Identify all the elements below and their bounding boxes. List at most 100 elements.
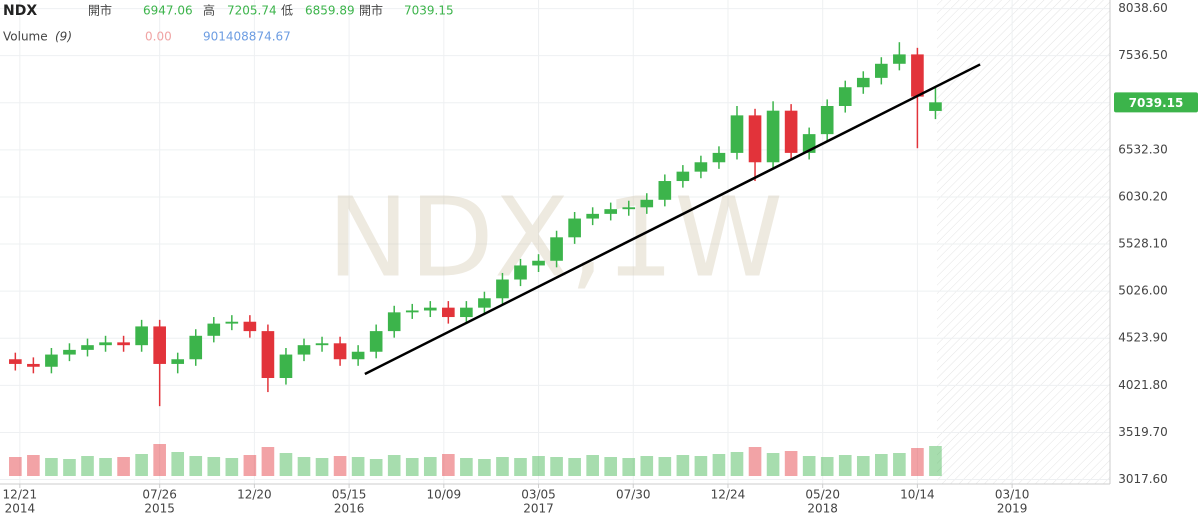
price-badge (1114, 92, 1198, 113)
candle-body (748, 115, 762, 163)
candle-body (604, 209, 618, 214)
candle-body (315, 343, 329, 346)
candle-body (9, 359, 22, 364)
volume-bar (261, 447, 275, 476)
volume-bar (856, 456, 870, 476)
x-tick-label: 07/26 (142, 488, 177, 502)
candle-body (460, 307, 473, 318)
volume-bar (405, 458, 419, 476)
volume-bar (478, 459, 491, 476)
candle-body (496, 279, 509, 299)
volume-bar (99, 458, 112, 476)
volume-bar (586, 455, 599, 476)
ohlc-value: 6859.89 (305, 4, 355, 18)
volume-bar (45, 458, 58, 476)
candle-body (225, 321, 239, 324)
candle-body (640, 199, 654, 208)
x-tick-label: 03/05 (521, 488, 556, 502)
candle-body (189, 335, 203, 360)
volume-bar (333, 456, 347, 476)
volume-bar (658, 457, 672, 476)
volume-bar (189, 456, 203, 476)
trendline (364, 63, 981, 376)
overlay (364, 63, 981, 376)
volume-readout: 0.00 (145, 30, 172, 44)
volume-bar (766, 453, 780, 476)
candle-body (820, 105, 834, 135)
volume-bar (748, 447, 762, 476)
volume-bar (387, 455, 401, 476)
volume-bar (604, 457, 618, 476)
candle-body (297, 345, 311, 355)
candle-body (207, 323, 221, 336)
candle-body (45, 354, 58, 367)
volume-bar (171, 452, 185, 476)
volume-bar (929, 446, 942, 476)
candle-body (405, 310, 419, 313)
volume-bar (911, 448, 924, 476)
candle-body (171, 359, 185, 364)
volume-pane (9, 444, 942, 476)
x-tick-sublabel: 2014 (5, 502, 36, 516)
candle-body (387, 312, 401, 332)
x-tick-label: 12/21 (3, 488, 38, 502)
volume-bar (63, 459, 76, 476)
candle-body (586, 213, 599, 219)
volume-bar (279, 453, 293, 476)
volume-bar (297, 457, 311, 476)
volume-bar (712, 454, 726, 476)
volume-bar (550, 457, 563, 476)
volume-bar (784, 451, 798, 476)
candle-body (676, 171, 690, 182)
candle-body (153, 326, 166, 364)
x-tick-label: 10/09 (427, 488, 462, 502)
x-tick-label: 10/14 (900, 488, 935, 502)
volume-bar (622, 458, 636, 476)
candle-body (81, 345, 94, 350)
y-tick-label: 3017.60 (1118, 472, 1168, 486)
candle-body (333, 343, 347, 360)
volume-bar (243, 455, 257, 476)
volume-bar (460, 458, 473, 476)
volume-bar (893, 453, 906, 476)
volume-bar (315, 458, 329, 476)
price-badge-label: 7039.15 (1129, 96, 1184, 110)
x-tick-label: 07/30 (616, 488, 651, 502)
candle-body (442, 307, 455, 318)
y-tick-label: 6532.30 (1118, 142, 1168, 156)
future-area (937, 0, 1110, 484)
candle-body (838, 87, 852, 106)
volume-bar (225, 458, 239, 476)
volume-bar (81, 456, 94, 476)
watermark: NDX,1W (327, 173, 783, 301)
candle-body (550, 237, 563, 261)
ohlc-label: 開市 (88, 3, 112, 18)
y-tick-label: 3519.70 (1118, 425, 1168, 439)
volume-bar (694, 456, 708, 476)
y-tick-label: 4523.90 (1118, 331, 1168, 345)
volume-bar (875, 454, 888, 476)
volume-bar (802, 456, 816, 476)
candle-body (243, 321, 257, 332)
y-tick-label: 7536.50 (1118, 48, 1168, 62)
volume-bar (820, 457, 834, 476)
x-tick-label: 05/15 (332, 488, 367, 502)
volume-label: Volume (3, 30, 48, 44)
volume-bar (496, 457, 509, 476)
volume-bar (532, 456, 545, 476)
volume-bar (369, 459, 383, 476)
candle-body (117, 342, 130, 346)
candle-body (135, 326, 148, 346)
x-tick-label: 03/10 (995, 488, 1030, 502)
candle-body (369, 331, 383, 352)
volume-bar (117, 457, 130, 476)
candle-body (27, 363, 40, 367)
y-tick-label: 4021.80 (1118, 378, 1168, 392)
candle-body (893, 54, 906, 64)
ohlc-value: 7039.15 (404, 4, 454, 18)
symbol: NDX (3, 3, 37, 19)
volume-bar (838, 455, 852, 476)
candle-body (99, 342, 112, 346)
candles (9, 42, 942, 407)
volume-bar (442, 454, 455, 476)
